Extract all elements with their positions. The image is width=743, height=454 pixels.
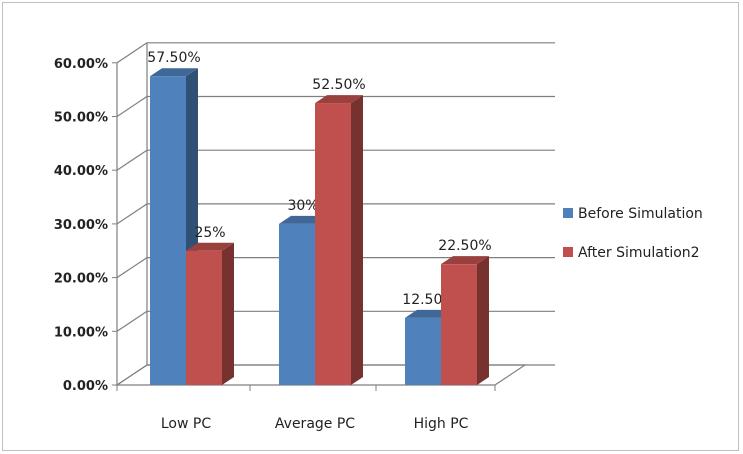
legend-swatch: [563, 208, 573, 218]
bar-top-face: [315, 95, 363, 104]
gridline-side: [116, 42, 148, 64]
y-tick-label: 0.00%: [63, 379, 108, 394]
bar-top-face: [441, 256, 489, 265]
data-label: 22.50%: [438, 238, 491, 254]
bar-top-face: [186, 242, 234, 251]
bar-after-1: [315, 95, 363, 385]
bar-front-face: [186, 250, 222, 385]
y-tick-label: 60.00%: [54, 57, 108, 72]
bar-after-2: [441, 256, 489, 385]
bar-front-face: [405, 317, 441, 385]
bar-front-face: [150, 76, 186, 385]
bar-side-face: [222, 242, 234, 385]
x-category-label: Average PC: [275, 416, 355, 432]
bar-front-face: [279, 223, 315, 385]
y-tick-label: 30.00%: [54, 218, 108, 233]
data-label: 30%: [287, 198, 318, 214]
data-label: 52.50%: [312, 77, 365, 93]
legend-entry: After Simulation2: [578, 245, 700, 261]
bar-top-face: [150, 68, 198, 77]
data-label: 25%: [194, 225, 225, 241]
bar-side-face: [351, 95, 363, 385]
data-label: 57.50%: [147, 50, 200, 66]
legend-swatch: [563, 247, 573, 257]
y-tick-label: 10.00%: [54, 325, 108, 340]
legend-entry: Before Simulation: [578, 206, 703, 222]
bar-front-face: [441, 264, 477, 385]
bar-front-face: [315, 103, 351, 385]
gridline-side: [116, 149, 148, 171]
bar-before-0: [150, 68, 198, 385]
gridline-side: [116, 257, 148, 279]
y-tick-label: 20.00%: [54, 272, 108, 287]
gridline-side: [116, 203, 148, 225]
x-category-label: High PC: [414, 416, 469, 432]
chart-floor: [115, 364, 527, 386]
y-tick-label: 40.00%: [54, 164, 108, 179]
gridline-side: [116, 96, 148, 117]
bar-side-face: [477, 256, 489, 385]
y-tick-label: 50.00%: [54, 111, 108, 126]
bar-after-0: [186, 242, 234, 385]
gridline-side: [116, 310, 148, 332]
x-category-label: Low PC: [161, 416, 211, 432]
